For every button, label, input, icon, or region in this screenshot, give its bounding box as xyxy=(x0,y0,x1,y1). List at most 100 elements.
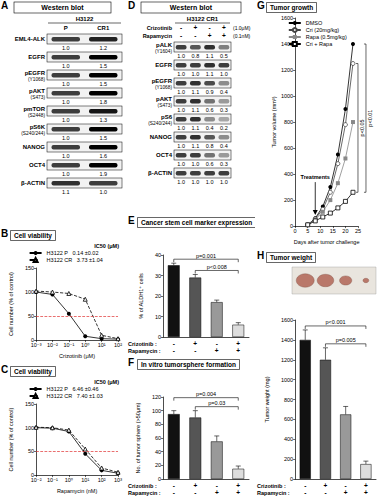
svg-text:20: 20 xyxy=(155,293,161,299)
svg-text:(S240/244): (S240/244) xyxy=(148,121,172,126)
svg-text:20: 20 xyxy=(342,228,348,234)
svg-text:-: - xyxy=(216,482,218,489)
svg-text:600: 600 xyxy=(284,145,293,151)
svg-text:1.0: 1.0 xyxy=(62,99,70,105)
svg-text:40: 40 xyxy=(155,449,161,455)
svg-text:0.5: 0.5 xyxy=(220,53,228,59)
svg-text:1.0: 1.0 xyxy=(192,161,200,167)
svg-text:120: 120 xyxy=(152,394,161,400)
svg-text:0.3: 0.3 xyxy=(220,107,228,113)
svg-text:CR1: CR1 xyxy=(97,25,110,31)
svg-text:0.3: 0.3 xyxy=(220,161,228,167)
svg-text:P: P xyxy=(64,25,68,31)
svg-text:+: + xyxy=(208,32,212,39)
svg-text:H3122 CR1: H3122 CR1 xyxy=(187,16,219,22)
svg-text:60: 60 xyxy=(155,435,161,441)
svg-text:1.3: 1.3 xyxy=(99,117,107,123)
svg-text:0: 0 xyxy=(158,476,161,482)
svg-text:+: + xyxy=(215,347,219,354)
svg-text:pS6K: pS6K xyxy=(30,124,46,130)
svg-text:H3122 P 6.46 ±0.46: H3122 P 6.46 ±0.46 xyxy=(47,386,99,392)
svg-text:0.4: 0.4 xyxy=(220,89,228,95)
svg-text:+: + xyxy=(222,24,226,31)
svg-text:Crizotinib :: Crizotinib : xyxy=(128,483,157,489)
svg-text:1.0: 1.0 xyxy=(206,179,214,185)
svg-text:+: + xyxy=(236,489,240,496)
svg-text:1.1: 1.1 xyxy=(192,107,200,113)
svg-text:p=0.005: p=0.005 xyxy=(336,337,356,343)
svg-text:1.0: 1.0 xyxy=(177,71,185,77)
svg-text:1.5: 1.5 xyxy=(99,63,107,69)
svg-text:NANOG: NANOG xyxy=(150,134,173,140)
svg-text:Western blot: Western blot xyxy=(41,4,84,11)
svg-text:pEGFR: pEGFR xyxy=(152,78,173,84)
svg-text:(Y1068): (Y1068) xyxy=(155,85,172,90)
svg-text:1.1: 1.1 xyxy=(192,89,200,95)
svg-text:1.0: 1.0 xyxy=(177,143,185,149)
svg-text:-: - xyxy=(180,24,182,31)
svg-text:0.4: 0.4 xyxy=(206,125,214,131)
svg-text:% of ALDH1⁺ cells: % of ALDH1⁺ cells xyxy=(138,273,144,319)
svg-text:1.5: 1.5 xyxy=(99,81,107,87)
svg-text:1.1: 1.1 xyxy=(192,125,200,131)
svg-text:0: 0 xyxy=(294,228,297,234)
svg-text:400: 400 xyxy=(284,436,293,442)
svg-text:1.0: 1.0 xyxy=(62,81,70,87)
svg-text:30: 30 xyxy=(155,273,161,279)
svg-text:10¹: 10¹ xyxy=(81,477,89,483)
svg-text:10⁻¹: 10⁻¹ xyxy=(63,342,74,348)
svg-text:-: - xyxy=(180,32,182,39)
svg-text:1600: 1600 xyxy=(281,317,293,323)
svg-text:(S473): (S473) xyxy=(31,95,46,100)
svg-text:NANOG: NANOG xyxy=(23,144,46,150)
svg-text:10⁻³: 10⁻³ xyxy=(31,342,42,348)
svg-text:pALK: pALK xyxy=(156,42,173,48)
svg-text:200: 200 xyxy=(284,197,293,203)
svg-text:1.0: 1.0 xyxy=(177,161,185,167)
svg-text:-: - xyxy=(194,489,196,496)
svg-text:pmTOR: pmTOR xyxy=(23,106,45,112)
svg-text:10¹: 10¹ xyxy=(98,342,106,348)
svg-text:Cancer stem cell marker expres: Cancer stem cell marker expression xyxy=(141,219,252,227)
svg-text:1.0: 1.0 xyxy=(177,107,185,113)
svg-text:800: 800 xyxy=(284,119,293,125)
svg-text:15: 15 xyxy=(330,228,336,234)
svg-text:10⁰: 10⁰ xyxy=(65,477,74,483)
svg-text:H3122 CR 3.73 ±1.04: H3122 CR 3.73 ±1.04 xyxy=(47,257,103,263)
svg-text:+: + xyxy=(222,32,226,39)
svg-text:Cell viability: Cell viability xyxy=(14,232,52,240)
svg-text:Treatments: Treatments xyxy=(301,174,330,180)
svg-text:Cri + Rapa: Cri + Rapa xyxy=(306,41,333,47)
svg-text:OCT4: OCT4 xyxy=(156,152,173,158)
svg-text:0.6: 0.6 xyxy=(206,161,214,167)
svg-text:Rapamycin: Rapamycin xyxy=(143,33,173,39)
svg-text:1.2: 1.2 xyxy=(99,45,107,51)
svg-text:800: 800 xyxy=(284,397,293,403)
svg-text:(Y1604): (Y1604) xyxy=(155,49,172,54)
svg-text:Crizotinib: Crizotinib xyxy=(147,25,173,31)
svg-text:200: 200 xyxy=(284,456,293,462)
svg-text:EGFR: EGFR xyxy=(28,54,45,60)
svg-text:+: + xyxy=(236,347,240,354)
svg-text:-: - xyxy=(173,489,175,496)
svg-text:1.0: 1.0 xyxy=(220,179,228,185)
svg-text:-: - xyxy=(216,340,218,347)
svg-text:100: 100 xyxy=(25,425,34,431)
svg-text:10²: 10² xyxy=(114,342,122,348)
svg-text:1.0: 1.0 xyxy=(62,45,70,51)
svg-text:1200: 1200 xyxy=(281,357,293,363)
svg-text:+: + xyxy=(193,340,197,347)
svg-text:+: + xyxy=(364,489,368,496)
svg-text:(S2448): (S2448) xyxy=(28,113,45,118)
svg-text:Cell number (% of control): Cell number (% of control) xyxy=(8,407,14,471)
svg-text:1.0: 1.0 xyxy=(62,117,70,123)
svg-text:pS6: pS6 xyxy=(161,114,173,120)
svg-text:1.1: 1.1 xyxy=(206,71,214,77)
svg-text:1.0: 1.0 xyxy=(62,171,70,177)
svg-text:-: - xyxy=(173,340,175,347)
svg-text:0.4: 0.4 xyxy=(220,143,228,149)
svg-text:1.0: 1.0 xyxy=(177,89,185,95)
svg-text:0: 0 xyxy=(158,334,161,340)
svg-text:400: 400 xyxy=(284,171,293,177)
svg-text:(S473): (S473) xyxy=(158,103,173,108)
